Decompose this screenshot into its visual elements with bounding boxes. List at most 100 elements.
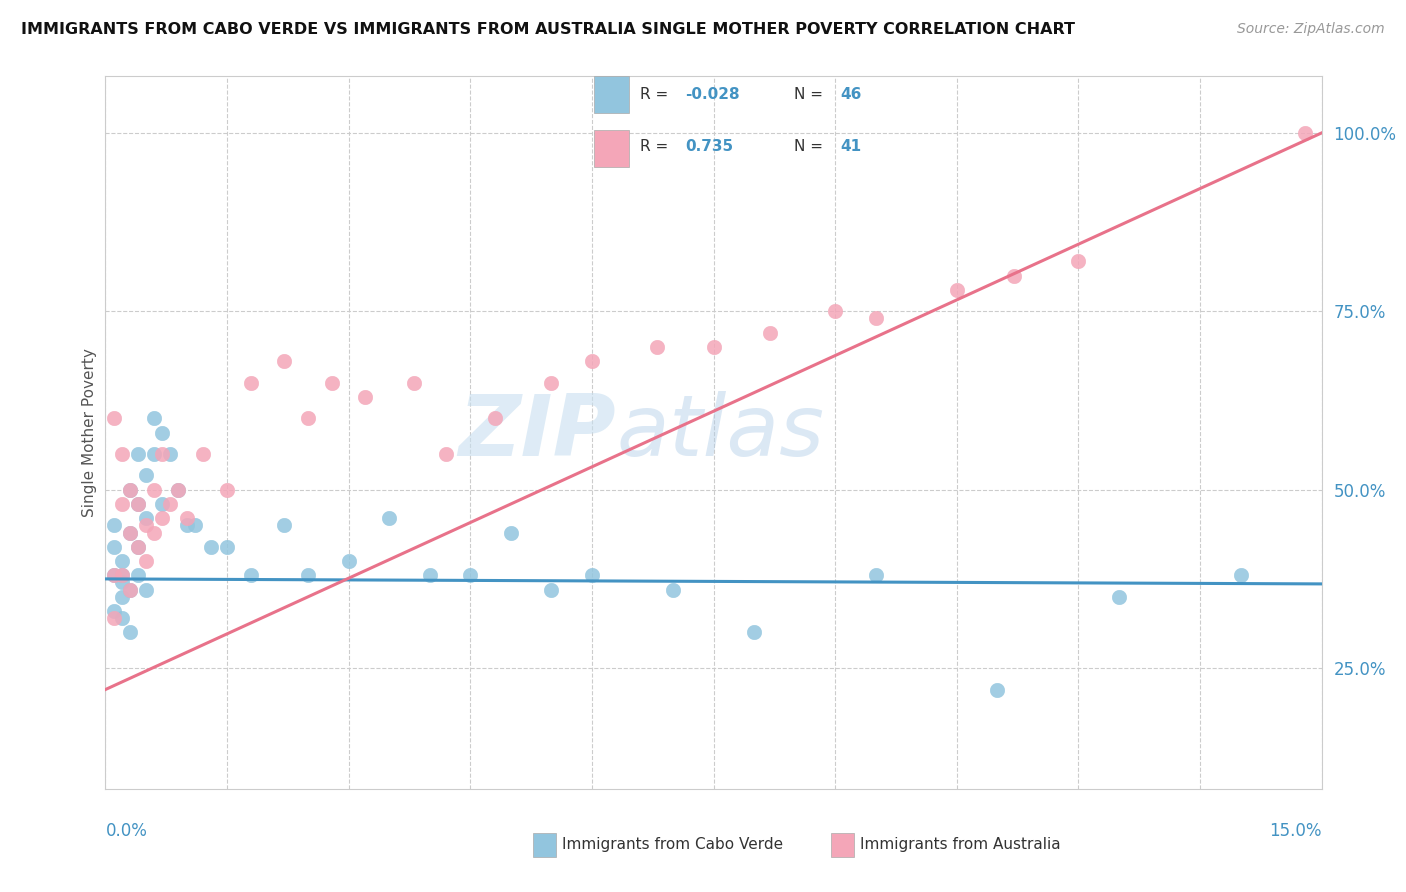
Point	[759, 326, 782, 340]
FancyBboxPatch shape	[593, 77, 630, 113]
Point	[127, 497, 149, 511]
Text: 41: 41	[841, 139, 862, 154]
Point	[217, 483, 239, 497]
Point	[118, 582, 141, 597]
Point	[865, 311, 887, 326]
Text: 46: 46	[841, 87, 862, 102]
Point	[159, 447, 181, 461]
Point	[118, 625, 141, 640]
Point	[458, 568, 481, 582]
Point	[354, 390, 377, 404]
Point	[150, 511, 173, 525]
Point	[135, 518, 157, 533]
Point	[167, 483, 190, 497]
Point	[111, 568, 134, 582]
Point	[742, 625, 765, 640]
Point	[176, 511, 198, 525]
Point	[1067, 254, 1090, 268]
Point	[159, 497, 181, 511]
Point	[240, 568, 263, 582]
Point	[103, 411, 125, 425]
Point	[143, 525, 166, 540]
Text: 0.0%: 0.0%	[105, 822, 148, 840]
Point	[103, 518, 125, 533]
FancyBboxPatch shape	[533, 833, 555, 856]
Point	[1002, 268, 1025, 283]
Point	[103, 568, 125, 582]
Point	[986, 682, 1008, 697]
Text: -0.028: -0.028	[686, 87, 740, 102]
Point	[135, 511, 157, 525]
Point	[118, 483, 141, 497]
Point	[127, 568, 149, 582]
Point	[702, 340, 725, 354]
Point	[419, 568, 441, 582]
Point	[540, 376, 562, 390]
Point	[273, 354, 295, 368]
Point	[217, 540, 239, 554]
Text: R =: R =	[640, 87, 673, 102]
Point	[103, 540, 125, 554]
Point	[143, 447, 166, 461]
Point	[103, 568, 125, 582]
Point	[581, 354, 603, 368]
Text: 0.735: 0.735	[686, 139, 734, 154]
Point	[143, 483, 166, 497]
Point	[118, 525, 141, 540]
Point	[662, 582, 685, 597]
Point	[111, 497, 134, 511]
Point	[200, 540, 222, 554]
Point	[150, 497, 173, 511]
Point	[297, 568, 319, 582]
Point	[191, 447, 214, 461]
Point	[143, 411, 166, 425]
Point	[865, 568, 887, 582]
Text: Immigrants from Australia: Immigrants from Australia	[860, 838, 1062, 852]
Point	[111, 568, 134, 582]
Point	[434, 447, 457, 461]
Point	[103, 604, 125, 618]
Point	[645, 340, 668, 354]
Point	[127, 497, 149, 511]
Text: N =: N =	[794, 87, 828, 102]
Point	[499, 525, 522, 540]
Point	[240, 376, 263, 390]
Point	[824, 304, 846, 318]
Point	[1229, 568, 1251, 582]
Point	[176, 518, 198, 533]
Point	[118, 483, 141, 497]
Text: N =: N =	[794, 139, 828, 154]
Point	[127, 447, 149, 461]
Point	[321, 376, 343, 390]
Point	[1294, 126, 1316, 140]
Point	[297, 411, 319, 425]
Point	[581, 568, 603, 582]
Text: Immigrants from Cabo Verde: Immigrants from Cabo Verde	[562, 838, 783, 852]
Point	[135, 554, 157, 568]
Point	[150, 425, 173, 440]
Point	[273, 518, 295, 533]
Point	[183, 518, 205, 533]
Text: atlas: atlas	[616, 391, 824, 475]
Text: 15.0%: 15.0%	[1270, 822, 1322, 840]
Point	[540, 582, 562, 597]
Point	[111, 575, 134, 590]
Point	[402, 376, 425, 390]
Point	[378, 511, 401, 525]
Point	[103, 611, 125, 625]
Point	[127, 540, 149, 554]
Point	[484, 411, 506, 425]
Point	[111, 590, 134, 604]
Point	[127, 540, 149, 554]
Text: R =: R =	[640, 139, 673, 154]
Y-axis label: Single Mother Poverty: Single Mother Poverty	[82, 348, 97, 517]
FancyBboxPatch shape	[831, 833, 853, 856]
Point	[167, 483, 190, 497]
Text: ZIP: ZIP	[458, 391, 616, 475]
Point	[118, 525, 141, 540]
Point	[135, 582, 157, 597]
Point	[135, 468, 157, 483]
Point	[945, 283, 967, 297]
FancyBboxPatch shape	[593, 129, 630, 167]
Point	[111, 611, 134, 625]
